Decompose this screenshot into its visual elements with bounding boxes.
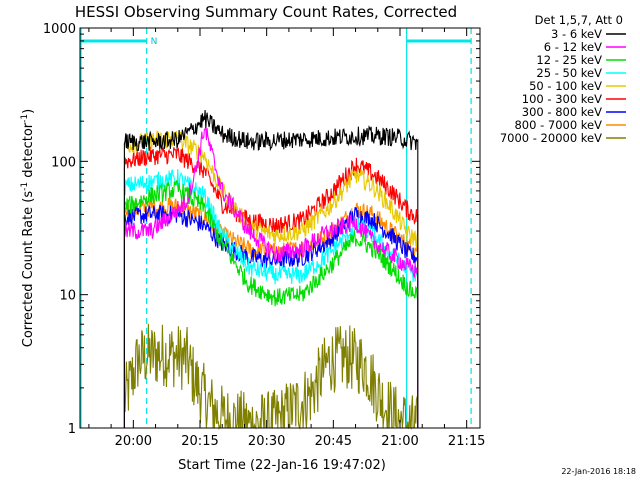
attenuator-label: N xyxy=(151,37,158,47)
y-tick-label: 1 xyxy=(68,422,76,437)
y-axis-label: Corrected Count Rate (s-1 detector-1) xyxy=(20,109,36,347)
legend-title: Det 1,5,7, Att 0 xyxy=(535,13,623,27)
y-label-part1: Corrected Count Rate (s xyxy=(21,191,36,348)
y-label-sup1: -1 xyxy=(20,182,30,191)
chart-title: HESSI Observing Summary Count Rates, Cor… xyxy=(75,3,457,21)
plot-timestamp: 22-Jan-2016 18:18 xyxy=(561,467,636,476)
y-label-part3: ) xyxy=(21,109,36,114)
x-tick-label: 20:45 xyxy=(315,434,352,449)
x-tick-label: 20:00 xyxy=(115,434,152,449)
legend-label: 12 - 25 keV xyxy=(536,53,602,67)
legend-label: 3 - 6 keV xyxy=(551,27,602,41)
legend-label: 50 - 100 keV xyxy=(529,79,602,93)
legend-label: 6 - 12 keV xyxy=(544,40,602,54)
y-tick-label: 100 xyxy=(51,155,76,170)
series-line xyxy=(123,126,419,428)
series-line xyxy=(123,109,419,428)
x-tick-label: 21:15 xyxy=(448,434,485,449)
y-label-part2: detector xyxy=(21,122,36,182)
series-line xyxy=(123,169,419,428)
x-axis-label: Start Time (22-Jan-16 19:47:02) xyxy=(178,458,386,473)
legend-label: 300 - 800 keV xyxy=(522,105,602,119)
y-tick-label: 1000 xyxy=(43,22,76,37)
series-line xyxy=(123,146,419,428)
x-tick-label: 20:30 xyxy=(248,434,285,449)
series-line xyxy=(123,180,419,428)
x-tick-label: 20:15 xyxy=(181,434,218,449)
series-line xyxy=(123,323,419,431)
y-label-sup2: -1 xyxy=(20,114,30,123)
x-tick-label: 21:00 xyxy=(381,434,418,449)
series-line xyxy=(123,130,419,428)
legend-label: 100 - 300 keV xyxy=(522,92,602,106)
y-tick-label: 10 xyxy=(59,289,76,304)
legend-label: 800 - 7000 keV xyxy=(514,118,602,132)
legend-label: 7000 - 20000 keV xyxy=(500,131,602,145)
legend-label: 25 - 50 keV xyxy=(536,66,602,80)
plot-frame xyxy=(79,27,481,429)
